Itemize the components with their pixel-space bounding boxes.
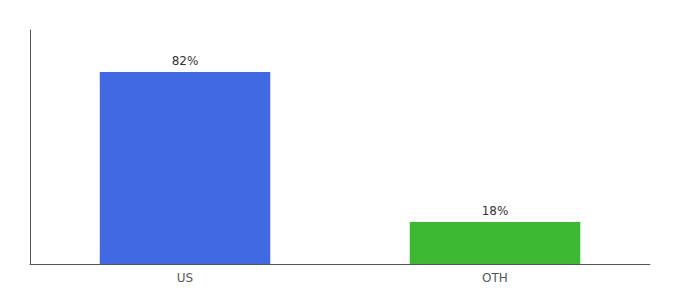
svg-text:18%: 18% <box>482 204 509 218</box>
svg-text:US: US <box>177 271 193 285</box>
svg-text:OTH: OTH <box>482 271 508 285</box>
svg-text:82%: 82% <box>172 54 199 68</box>
